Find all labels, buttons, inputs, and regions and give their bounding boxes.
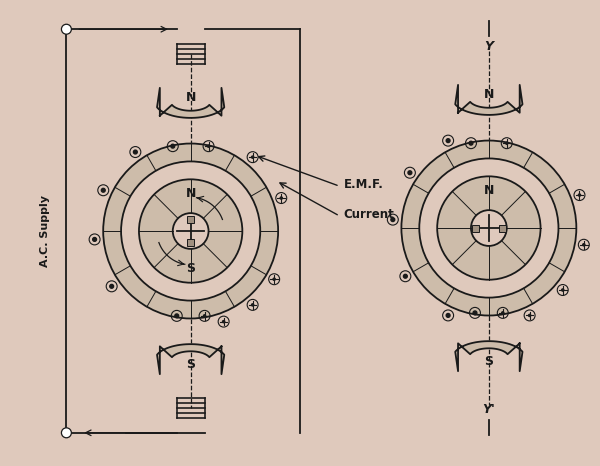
Circle shape xyxy=(473,311,477,315)
Text: Y': Y' xyxy=(482,404,496,417)
Bar xyxy=(187,239,194,246)
Circle shape xyxy=(391,218,395,221)
Circle shape xyxy=(469,141,473,145)
Circle shape xyxy=(133,150,137,154)
Circle shape xyxy=(251,304,254,306)
Text: S: S xyxy=(186,358,195,371)
Circle shape xyxy=(61,428,71,438)
Text: Y: Y xyxy=(484,40,493,53)
Circle shape xyxy=(583,244,585,246)
Text: S: S xyxy=(484,355,493,368)
Polygon shape xyxy=(157,344,224,374)
Circle shape xyxy=(61,24,71,34)
Bar xyxy=(187,216,194,223)
Text: A.C. Supply: A.C. Supply xyxy=(40,195,50,267)
Circle shape xyxy=(578,194,581,196)
Circle shape xyxy=(110,284,113,288)
Bar xyxy=(472,225,479,232)
Circle shape xyxy=(103,144,278,318)
Text: E.M.F.: E.M.F. xyxy=(344,178,383,191)
Text: Current: Current xyxy=(344,208,394,220)
Circle shape xyxy=(203,315,206,317)
Circle shape xyxy=(471,210,507,246)
Circle shape xyxy=(403,274,407,278)
Circle shape xyxy=(437,176,541,280)
Circle shape xyxy=(139,179,242,283)
Circle shape xyxy=(562,289,564,291)
Circle shape xyxy=(208,145,209,147)
Polygon shape xyxy=(455,85,523,115)
Text: N: N xyxy=(185,91,196,104)
Circle shape xyxy=(502,312,504,314)
Bar xyxy=(499,225,506,232)
Circle shape xyxy=(401,141,577,315)
Circle shape xyxy=(223,321,225,323)
Circle shape xyxy=(171,144,175,148)
Circle shape xyxy=(280,197,283,199)
Circle shape xyxy=(251,156,254,158)
Text: N: N xyxy=(484,184,494,197)
Circle shape xyxy=(175,314,179,318)
Circle shape xyxy=(446,139,450,143)
Circle shape xyxy=(446,314,450,317)
Circle shape xyxy=(529,315,531,316)
Text: N: N xyxy=(185,187,196,200)
Text: S: S xyxy=(186,262,195,275)
Circle shape xyxy=(408,171,412,175)
Circle shape xyxy=(92,238,97,241)
Circle shape xyxy=(419,158,559,298)
Polygon shape xyxy=(157,88,224,118)
Circle shape xyxy=(506,142,508,144)
Polygon shape xyxy=(455,341,523,371)
Circle shape xyxy=(101,188,105,192)
Circle shape xyxy=(273,278,275,281)
Circle shape xyxy=(173,213,209,249)
Text: N: N xyxy=(484,88,494,101)
Circle shape xyxy=(121,161,260,301)
